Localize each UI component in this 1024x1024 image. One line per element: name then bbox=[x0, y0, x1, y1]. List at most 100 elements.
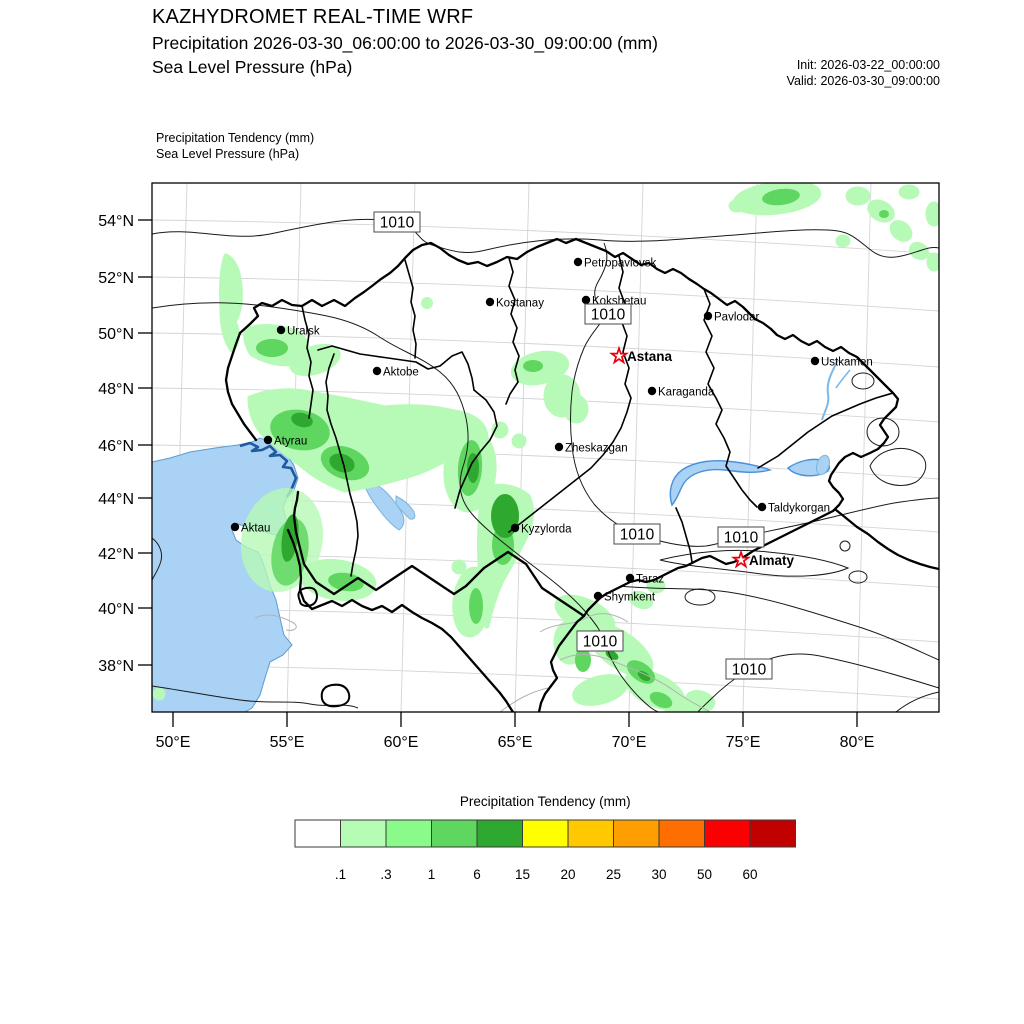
slp-label: Sea Level Pressure (hPa) bbox=[156, 147, 300, 161]
city-pavlodar: Pavlodar bbox=[703, 311, 760, 324]
legend-swatch bbox=[340, 819, 387, 848]
legend-swatch bbox=[567, 819, 614, 848]
lon-tick-label: 80°E bbox=[840, 734, 875, 751]
legend-swatch bbox=[294, 819, 341, 848]
aral-sea bbox=[365, 481, 405, 531]
aral-sea-east-lobe bbox=[395, 495, 416, 520]
lat-tick-label: 46°N bbox=[98, 438, 134, 455]
city-shymkent: Shymkent bbox=[593, 591, 656, 604]
legend-swatch bbox=[749, 819, 796, 848]
city-dot-icon bbox=[372, 366, 382, 376]
city-label: Shymkent bbox=[604, 592, 656, 604]
map-frame bbox=[151, 182, 940, 713]
city-label: Aktau bbox=[241, 523, 270, 535]
city-dot-icon bbox=[554, 442, 564, 452]
capital-star-icon bbox=[609, 345, 629, 365]
legend-threshold-label: 50 bbox=[697, 867, 712, 882]
city-label: Atyrau bbox=[274, 436, 307, 448]
city-almaty: Almaty bbox=[731, 549, 795, 569]
init-timestamp: Init: 2026-03-22_00:00:00 bbox=[796, 58, 940, 72]
city-label: Taraz bbox=[636, 574, 664, 586]
city-label: Almaty bbox=[749, 553, 795, 568]
legend-swatch bbox=[704, 819, 751, 848]
legend-threshold-label: 20 bbox=[560, 867, 575, 882]
city-dot-icon bbox=[703, 311, 713, 321]
legend-threshold-label: 60 bbox=[742, 867, 757, 882]
city-dot-icon bbox=[593, 591, 603, 601]
pressure-label: 1010 bbox=[725, 658, 773, 680]
valid-timestamp: Valid: 2026-03-30_09:00:00 bbox=[786, 73, 940, 88]
pressure-value: 1010 bbox=[380, 215, 415, 232]
city-taldykorgan: Taldykorgan bbox=[757, 502, 830, 515]
city-label: Ustkamen bbox=[821, 357, 873, 369]
init-valid-block: Init: 2026-03-22_00:00:00 Valid: 2026-03… bbox=[787, 58, 940, 89]
lon-tick-label: 55°E bbox=[270, 734, 305, 751]
lake-balkhash-west bbox=[669, 460, 773, 507]
lat-tick-label: 44°N bbox=[98, 491, 134, 508]
city-label: Pavlodar bbox=[714, 312, 760, 324]
legend-swatch bbox=[613, 819, 660, 848]
caspian-ice-edge bbox=[239, 441, 298, 498]
city-label: Karaganda bbox=[658, 387, 715, 399]
city-label: Petropavlovsk bbox=[584, 258, 656, 270]
parallel-line bbox=[152, 387, 939, 423]
city-kostanay: Kostanay bbox=[485, 297, 544, 310]
city-astana: Astana bbox=[609, 345, 673, 365]
lon-tick-label: 65°E bbox=[498, 734, 533, 751]
city-petropavlovsk: Petropavlovsk bbox=[573, 257, 656, 270]
lat-tick-label: 50°N bbox=[98, 326, 134, 343]
legend-threshold-label: 6 bbox=[473, 867, 481, 882]
irtysh-river bbox=[821, 359, 839, 421]
city-dot-icon bbox=[647, 386, 657, 396]
lake-alakol bbox=[816, 454, 830, 476]
precip-range-subtitle: Precipitation 2026-03-30_06:00:00 to 202… bbox=[152, 33, 658, 53]
city-dot-icon bbox=[276, 325, 286, 335]
city-dot-icon bbox=[810, 356, 820, 366]
precip-tendency-label: Precipitation Tendency (mm) bbox=[156, 131, 315, 145]
map-field-legend: Precipitation Tendency (mm) Sea Level Pr… bbox=[156, 130, 314, 162]
city-label: Zheskazgan bbox=[565, 443, 628, 455]
city-kyzylorda: Kyzylorda bbox=[510, 523, 572, 536]
pressure-label: 1010 bbox=[717, 526, 765, 548]
city-dot-icon bbox=[757, 502, 767, 512]
city-aktobe: Aktobe bbox=[372, 366, 419, 379]
pressure-label: 1010 bbox=[373, 211, 421, 233]
pressure-label-layer: 1010 1010 1010 1010 1010 1010 bbox=[373, 211, 773, 680]
legend-threshold-label: 25 bbox=[606, 867, 621, 882]
legend-swatch bbox=[385, 819, 432, 848]
city-label: Taldykorgan bbox=[768, 503, 830, 515]
lat-tick-label: 38°N bbox=[98, 658, 134, 675]
lat-tick-label: 54°N bbox=[98, 213, 134, 230]
city-karaganda: Karaganda bbox=[647, 386, 715, 399]
city-label: Uralsk bbox=[287, 326, 320, 338]
city-aktau: Aktau bbox=[230, 523, 270, 535]
meridian-line bbox=[856, 183, 872, 712]
legend-threshold-label: 30 bbox=[651, 867, 666, 882]
legend-swatch bbox=[522, 819, 569, 848]
city-dot-icon bbox=[263, 435, 273, 445]
capital-star-icon bbox=[731, 549, 751, 569]
city-atyrau: Atyrau bbox=[263, 435, 307, 448]
lat-tick-label: 48°N bbox=[98, 381, 134, 398]
city-dot-icon bbox=[625, 573, 635, 583]
lon-tick-label: 60°E bbox=[384, 734, 419, 751]
pressure-value: 1010 bbox=[724, 530, 759, 547]
axis-layer: 54°N 52°N 50°N 48°N 46°N 44°N 42°N 40°N 38°N 50°E… bbox=[98, 213, 874, 751]
page-title: KAZHYDROMET REAL-TIME WRF bbox=[152, 6, 474, 28]
city-label: Aktobe bbox=[383, 367, 419, 379]
legend-threshold-label: .1 bbox=[335, 867, 346, 882]
city-zheskazgan: Zheskazgan bbox=[554, 442, 628, 455]
lon-tick-label: 50°E bbox=[156, 734, 191, 751]
pressure-label: 1010 bbox=[584, 303, 632, 325]
parallel-line bbox=[152, 219, 939, 255]
pressure-label: 1010 bbox=[576, 630, 624, 652]
city-dot-icon bbox=[510, 523, 520, 533]
city-dot-icon bbox=[485, 297, 495, 307]
lon-tick-label: 75°E bbox=[726, 734, 761, 751]
legend-swatch bbox=[431, 819, 478, 848]
lat-tick-label: 40°N bbox=[98, 601, 134, 618]
city-dot-icon bbox=[581, 295, 591, 305]
city-dot-icon bbox=[573, 257, 583, 267]
